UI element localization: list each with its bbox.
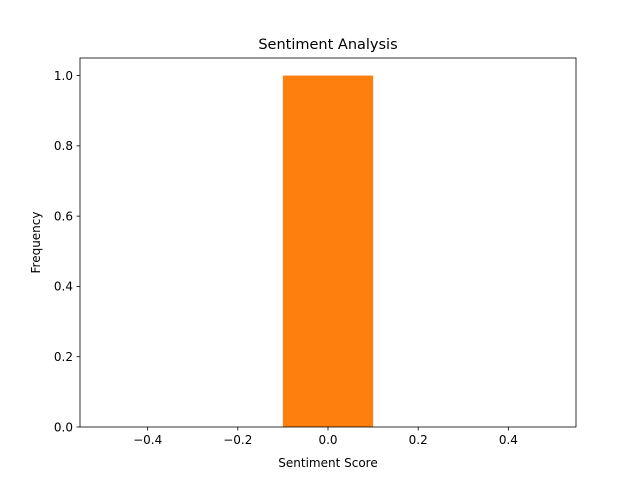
x-tick-label: −0.2	[223, 433, 252, 447]
x-axis-ticks: −0.4 −0.2 0.0 0.2 0.4	[133, 427, 518, 447]
y-tick-label: 0.8	[54, 139, 73, 153]
x-tick-label: −0.4	[133, 433, 162, 447]
x-tick-label: 0.0	[318, 433, 337, 447]
histogram-bar-0	[282, 75, 374, 428]
y-axis-ticks: 0.0 0.2 0.4 0.6 0.8 1.0	[54, 69, 80, 434]
axes-frame	[79, 57, 577, 428]
y-tick-label: 0.6	[54, 209, 73, 223]
y-tick-label: 0.2	[54, 350, 73, 364]
x-tick-label: 0.2	[409, 433, 428, 447]
y-tick-label: 1.0	[54, 69, 73, 83]
plot-area	[282, 75, 374, 428]
y-tick-label: 0.4	[54, 280, 73, 294]
y-tick-label: 0.0	[54, 420, 73, 434]
y-axis-label: Frequency	[29, 212, 43, 274]
x-axis-label: Sentiment Score	[278, 456, 377, 470]
x-tick-label: 0.4	[499, 433, 518, 447]
chart-title: Sentiment Analysis	[258, 37, 397, 53]
